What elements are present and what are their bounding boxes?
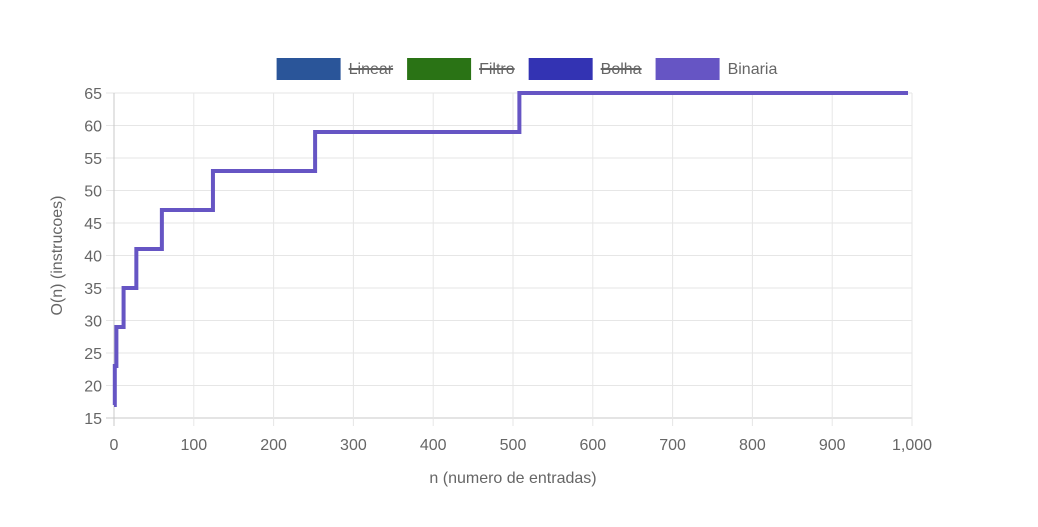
series-layer [112, 91, 909, 407]
x-axis-title: n (numero de entradas) [429, 470, 596, 487]
y-tick-label: 30 [84, 314, 102, 331]
x-tick-label: 200 [260, 437, 287, 454]
legend-item-bolha[interactable]: Bolha [528, 58, 642, 80]
x-tick-label: 800 [739, 437, 766, 454]
legend-swatch [276, 58, 341, 80]
x-tick-label: 900 [819, 437, 846, 454]
x-tick-label: 700 [659, 437, 686, 454]
y-tick-label: 25 [84, 346, 102, 363]
legend-swatch [407, 58, 472, 80]
x-tick-label: 1,000 [892, 437, 932, 454]
x-tick-label: 400 [420, 437, 447, 454]
grid-lines [106, 92, 913, 426]
y-tick-label: 45 [84, 216, 102, 233]
y-tick-label: 20 [84, 379, 102, 396]
legend: Linear Filtro Bolha Binaria [276, 58, 778, 80]
x-tick-label: 500 [500, 437, 527, 454]
legend-swatch [528, 58, 593, 80]
y-tick-label: 15 [84, 411, 102, 428]
axes: 15 20 25 30 35 40 45 50 55 60 65 0 100 200 300 400 500 60… [84, 86, 932, 454]
legend-item-binaria[interactable]: Binaria [655, 58, 778, 80]
legend-label: Binaria [728, 61, 778, 78]
y-tick-label: 65 [84, 86, 102, 103]
y-tick-label: 35 [84, 281, 102, 298]
legend-item-linear[interactable]: Linear [276, 58, 394, 80]
x-tick-label: 100 [180, 437, 207, 454]
x-tick-label: 300 [340, 437, 367, 454]
x-tick-label: 0 [110, 437, 119, 454]
legend-swatch [655, 58, 720, 80]
series-line-binaria [112, 91, 909, 407]
y-tick-label: 60 [84, 119, 102, 136]
y-axis-title: O(n) (instrucoes) [49, 195, 66, 315]
y-tick-label: 55 [84, 151, 102, 168]
y-tick-label: 50 [84, 184, 102, 201]
y-tick-label: 40 [84, 249, 102, 266]
x-tick-label: 600 [579, 437, 606, 454]
legend-item-filtro[interactable]: Filtro [407, 58, 515, 80]
